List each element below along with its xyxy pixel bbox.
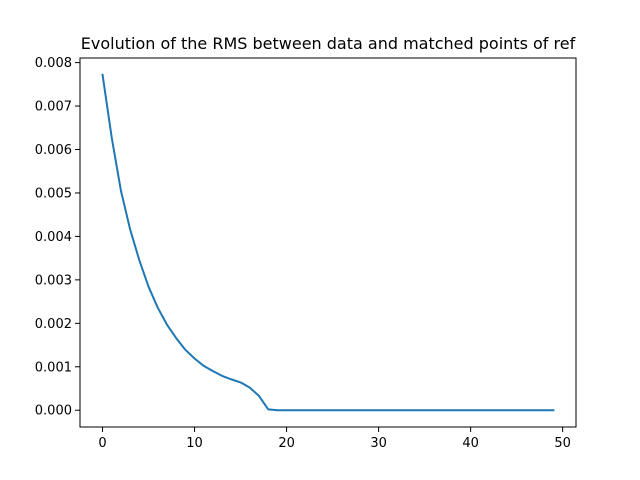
y-tick-label-0.002: 0.002 [35, 317, 72, 332]
axes-frame [79, 57, 577, 428]
y-tick-label-0.005: 0.005 [35, 186, 72, 201]
x-tick-label-40: 40 [462, 436, 479, 451]
series-line-0 [101, 73, 555, 412]
plot-area: 0 10 20 30 40 50 0.000 0.001 0.002 0.003 0.004 0.00… [35, 56, 577, 451]
x-tick-label-10: 10 [186, 436, 203, 451]
chart-title: Evolution of the RMS between data and ma… [81, 34, 576, 53]
y-tick-label-0.006: 0.006 [35, 143, 72, 158]
x-tick-label-0: 0 [98, 436, 106, 451]
x-tick-label-30: 30 [370, 436, 387, 451]
y-tick-label-0.001: 0.001 [35, 360, 72, 375]
x-tick-label-20: 20 [278, 436, 295, 451]
y-tick-label-0.003: 0.003 [35, 273, 72, 288]
x-tick-label-50: 50 [554, 436, 571, 451]
y-tick-label-0.004: 0.004 [35, 230, 72, 245]
y-tick-label-0.008: 0.008 [35, 56, 72, 71]
y-tick-label-0.007: 0.007 [35, 100, 72, 115]
y-tick-label-0.000: 0.000 [35, 404, 72, 419]
